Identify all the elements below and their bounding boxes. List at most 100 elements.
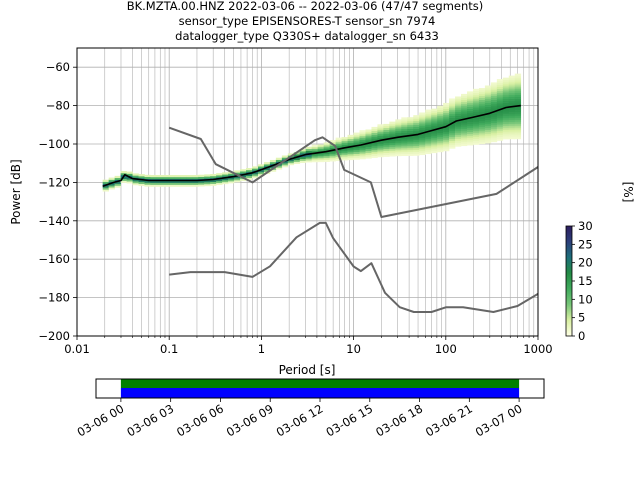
y-tick-label: −80	[46, 99, 70, 113]
density-cell	[341, 139, 348, 142]
density-cell	[395, 128, 402, 132]
density-cell	[425, 136, 432, 139]
density-cell	[365, 137, 372, 140]
density-cell	[353, 151, 360, 154]
density-cell	[467, 139, 474, 142]
density-cell	[496, 125, 504, 128]
density-cell	[472, 119, 480, 122]
density-cell	[502, 125, 510, 128]
density-cell	[467, 118, 474, 121]
density-cell	[490, 105, 498, 108]
density-cell	[108, 185, 115, 188]
density-cell	[353, 155, 360, 158]
density-cell	[508, 92, 516, 96]
density-cell	[472, 98, 480, 101]
timeline-bar-data-coverage	[120, 379, 520, 388]
density-cell	[449, 111, 456, 115]
density-cell	[502, 127, 510, 130]
density-cell	[461, 141, 468, 145]
density-cell	[365, 150, 372, 153]
density-cell	[329, 159, 336, 162]
density-cell	[389, 142, 396, 145]
density-cell	[431, 108, 438, 111]
density-cell	[431, 129, 438, 132]
density-cell	[514, 98, 522, 101]
density-cell	[305, 156, 313, 159]
density-cell	[377, 135, 384, 139]
density-cell	[467, 110, 474, 113]
density-cell	[383, 133, 390, 136]
density-cell	[461, 143, 468, 147]
density-cell	[413, 117, 420, 120]
density-cell	[401, 123, 408, 126]
density-cell	[317, 152, 324, 155]
density-cell	[502, 116, 510, 119]
density-cell	[472, 134, 480, 138]
density-cell	[425, 147, 432, 151]
density-cell	[508, 108, 516, 111]
density-cell	[395, 150, 402, 153]
density-cell	[228, 181, 235, 184]
density-cell	[502, 137, 510, 140]
density-cell	[514, 129, 522, 132]
density-cell	[180, 182, 187, 185]
density-cell	[156, 184, 163, 187]
density-cell	[496, 92, 504, 95]
density-cell	[455, 104, 462, 107]
density-cell	[377, 137, 384, 140]
timeline-bar-psd-coverage	[120, 388, 520, 398]
density-cell	[419, 118, 426, 121]
density-cell	[377, 145, 384, 148]
density-cell	[472, 100, 480, 103]
density-cell	[174, 184, 181, 187]
density-cell	[311, 160, 318, 163]
density-cell	[323, 155, 330, 159]
density-cell	[401, 130, 408, 133]
density-cell	[401, 119, 408, 122]
density-cell	[246, 177, 253, 180]
density-cell	[407, 122, 414, 126]
density-cell	[467, 135, 474, 138]
density-cell	[353, 138, 360, 141]
density-cell	[437, 111, 444, 114]
density-cell	[431, 120, 438, 123]
density-cell	[502, 93, 510, 96]
density-cell	[496, 119, 504, 122]
density-cell	[431, 143, 438, 146]
density-cell	[455, 127, 462, 130]
density-cell	[383, 127, 390, 130]
density-cell	[389, 131, 396, 134]
density-cell	[359, 132, 366, 135]
density-cell	[186, 182, 193, 185]
density-cell	[305, 160, 313, 163]
density-cell	[365, 129, 372, 132]
density-cell	[335, 158, 342, 161]
density-cell	[365, 148, 372, 151]
density-cell	[359, 157, 366, 160]
density-cell	[478, 116, 486, 120]
density-cell	[359, 147, 366, 150]
density-cell	[467, 133, 474, 136]
density-cell	[478, 88, 486, 91]
density-cell	[389, 138, 396, 142]
density-cell	[383, 135, 390, 138]
density-cell	[437, 130, 444, 134]
density-cell	[413, 130, 420, 133]
density-cell	[341, 156, 348, 159]
density-cell	[341, 148, 348, 151]
density-cell	[455, 96, 462, 99]
density-cell	[437, 134, 444, 137]
density-cell	[478, 122, 486, 125]
density-cell	[407, 130, 414, 133]
density-cell	[395, 153, 402, 157]
density-cell	[514, 100, 522, 103]
density-cell	[413, 143, 420, 147]
density-cell	[407, 136, 414, 139]
density-cell	[359, 145, 366, 148]
density-cell	[293, 161, 301, 164]
density-cell	[120, 171, 127, 174]
density-cell	[508, 75, 516, 78]
density-cell	[311, 154, 318, 157]
density-cell	[413, 151, 420, 154]
